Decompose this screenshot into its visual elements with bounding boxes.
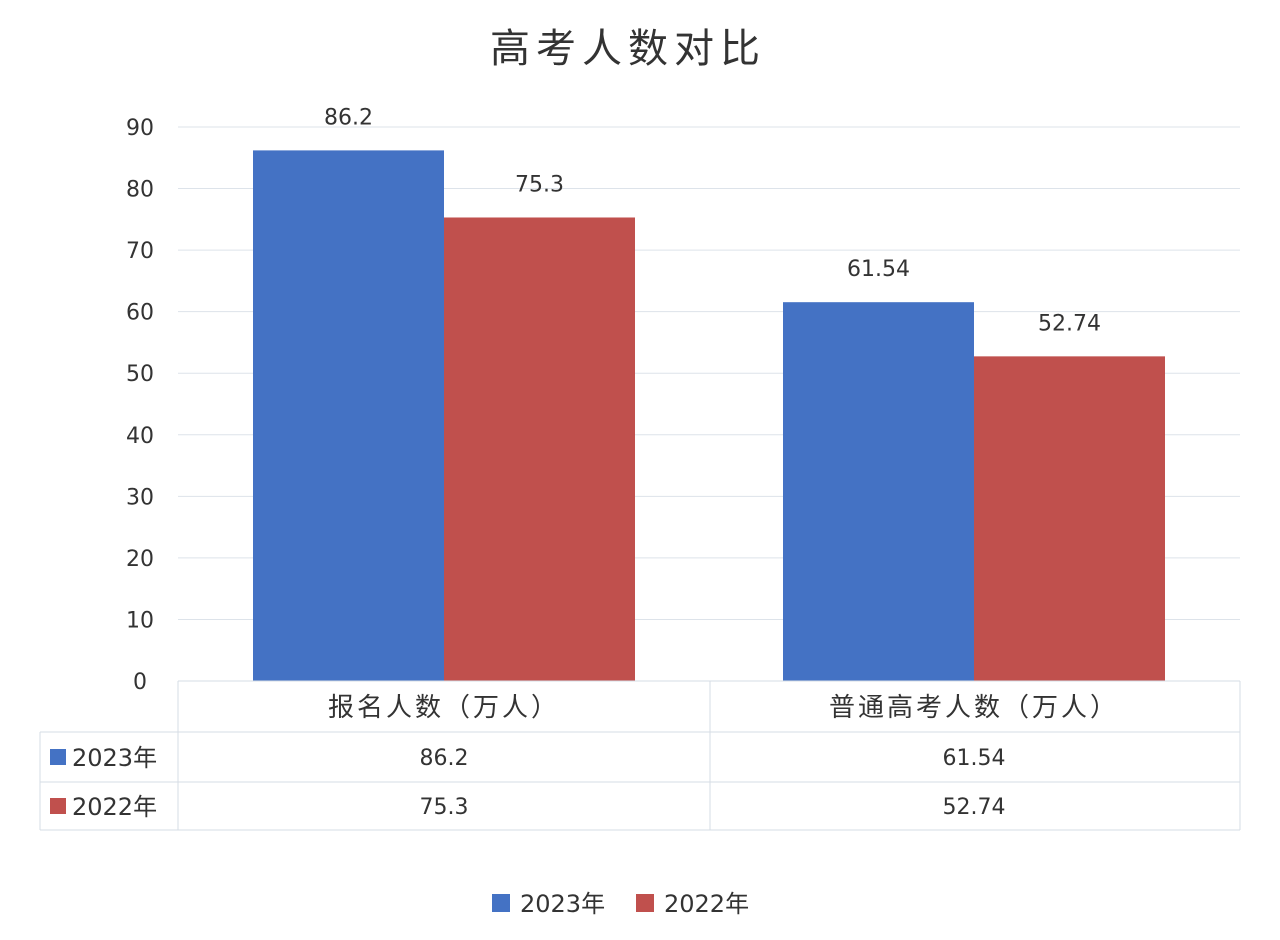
table-series-swatch: [50, 749, 66, 765]
legend-label: 2023年: [520, 890, 605, 918]
table-series-name: 2022年: [72, 793, 157, 821]
table-cell-value: 61.54: [943, 746, 1006, 771]
x-category-label: 普通高考人数（万人）: [829, 693, 1119, 723]
y-tick-label: 20: [126, 547, 154, 572]
x-category-label: 报名人数（万人）: [328, 693, 560, 723]
legend-swatch: [636, 894, 654, 912]
legend-swatch: [492, 894, 510, 912]
legend-label: 2022年: [664, 890, 749, 918]
y-tick-label: 10: [126, 608, 154, 633]
table-series-name: 2023年: [72, 744, 157, 772]
y-tick-label: 30: [126, 485, 154, 510]
data-label: 61.54: [847, 257, 910, 282]
y-tick-label: 50: [126, 362, 154, 387]
bar: [974, 356, 1165, 681]
table-cell-value: 75.3: [420, 795, 469, 820]
bar: [253, 150, 444, 681]
y-tick-label: 70: [126, 239, 154, 264]
bar: [783, 302, 974, 681]
chart-title: 高考人数对比: [490, 26, 766, 72]
table-cell-value: 52.74: [943, 795, 1006, 820]
bars: [253, 150, 1165, 681]
y-tick-label: 60: [126, 301, 154, 326]
data-label: 52.74: [1038, 311, 1101, 336]
table-series-swatch: [50, 798, 66, 814]
table-cell-value: 86.2: [420, 746, 469, 771]
y-axis-tick-labels: 0 10 20 30 40 50 60 70 80 90: [126, 116, 154, 695]
data-table: 报名人数（万人） 普通高考人数（万人） 2023年 86.2 61.54 2022年 75.…: [39, 680, 1241, 831]
data-label: 86.2: [324, 105, 373, 130]
y-tick-label: 40: [126, 424, 154, 449]
bar: [444, 217, 635, 681]
legend: 2023年 2022年: [492, 890, 749, 918]
data-labels: 86.2 61.54 75.3 52.74: [324, 105, 1101, 336]
y-tick-label: 90: [126, 116, 154, 141]
y-tick-label: 80: [126, 178, 154, 203]
y-tick-label: 0: [133, 670, 147, 695]
data-label: 75.3: [515, 172, 564, 197]
